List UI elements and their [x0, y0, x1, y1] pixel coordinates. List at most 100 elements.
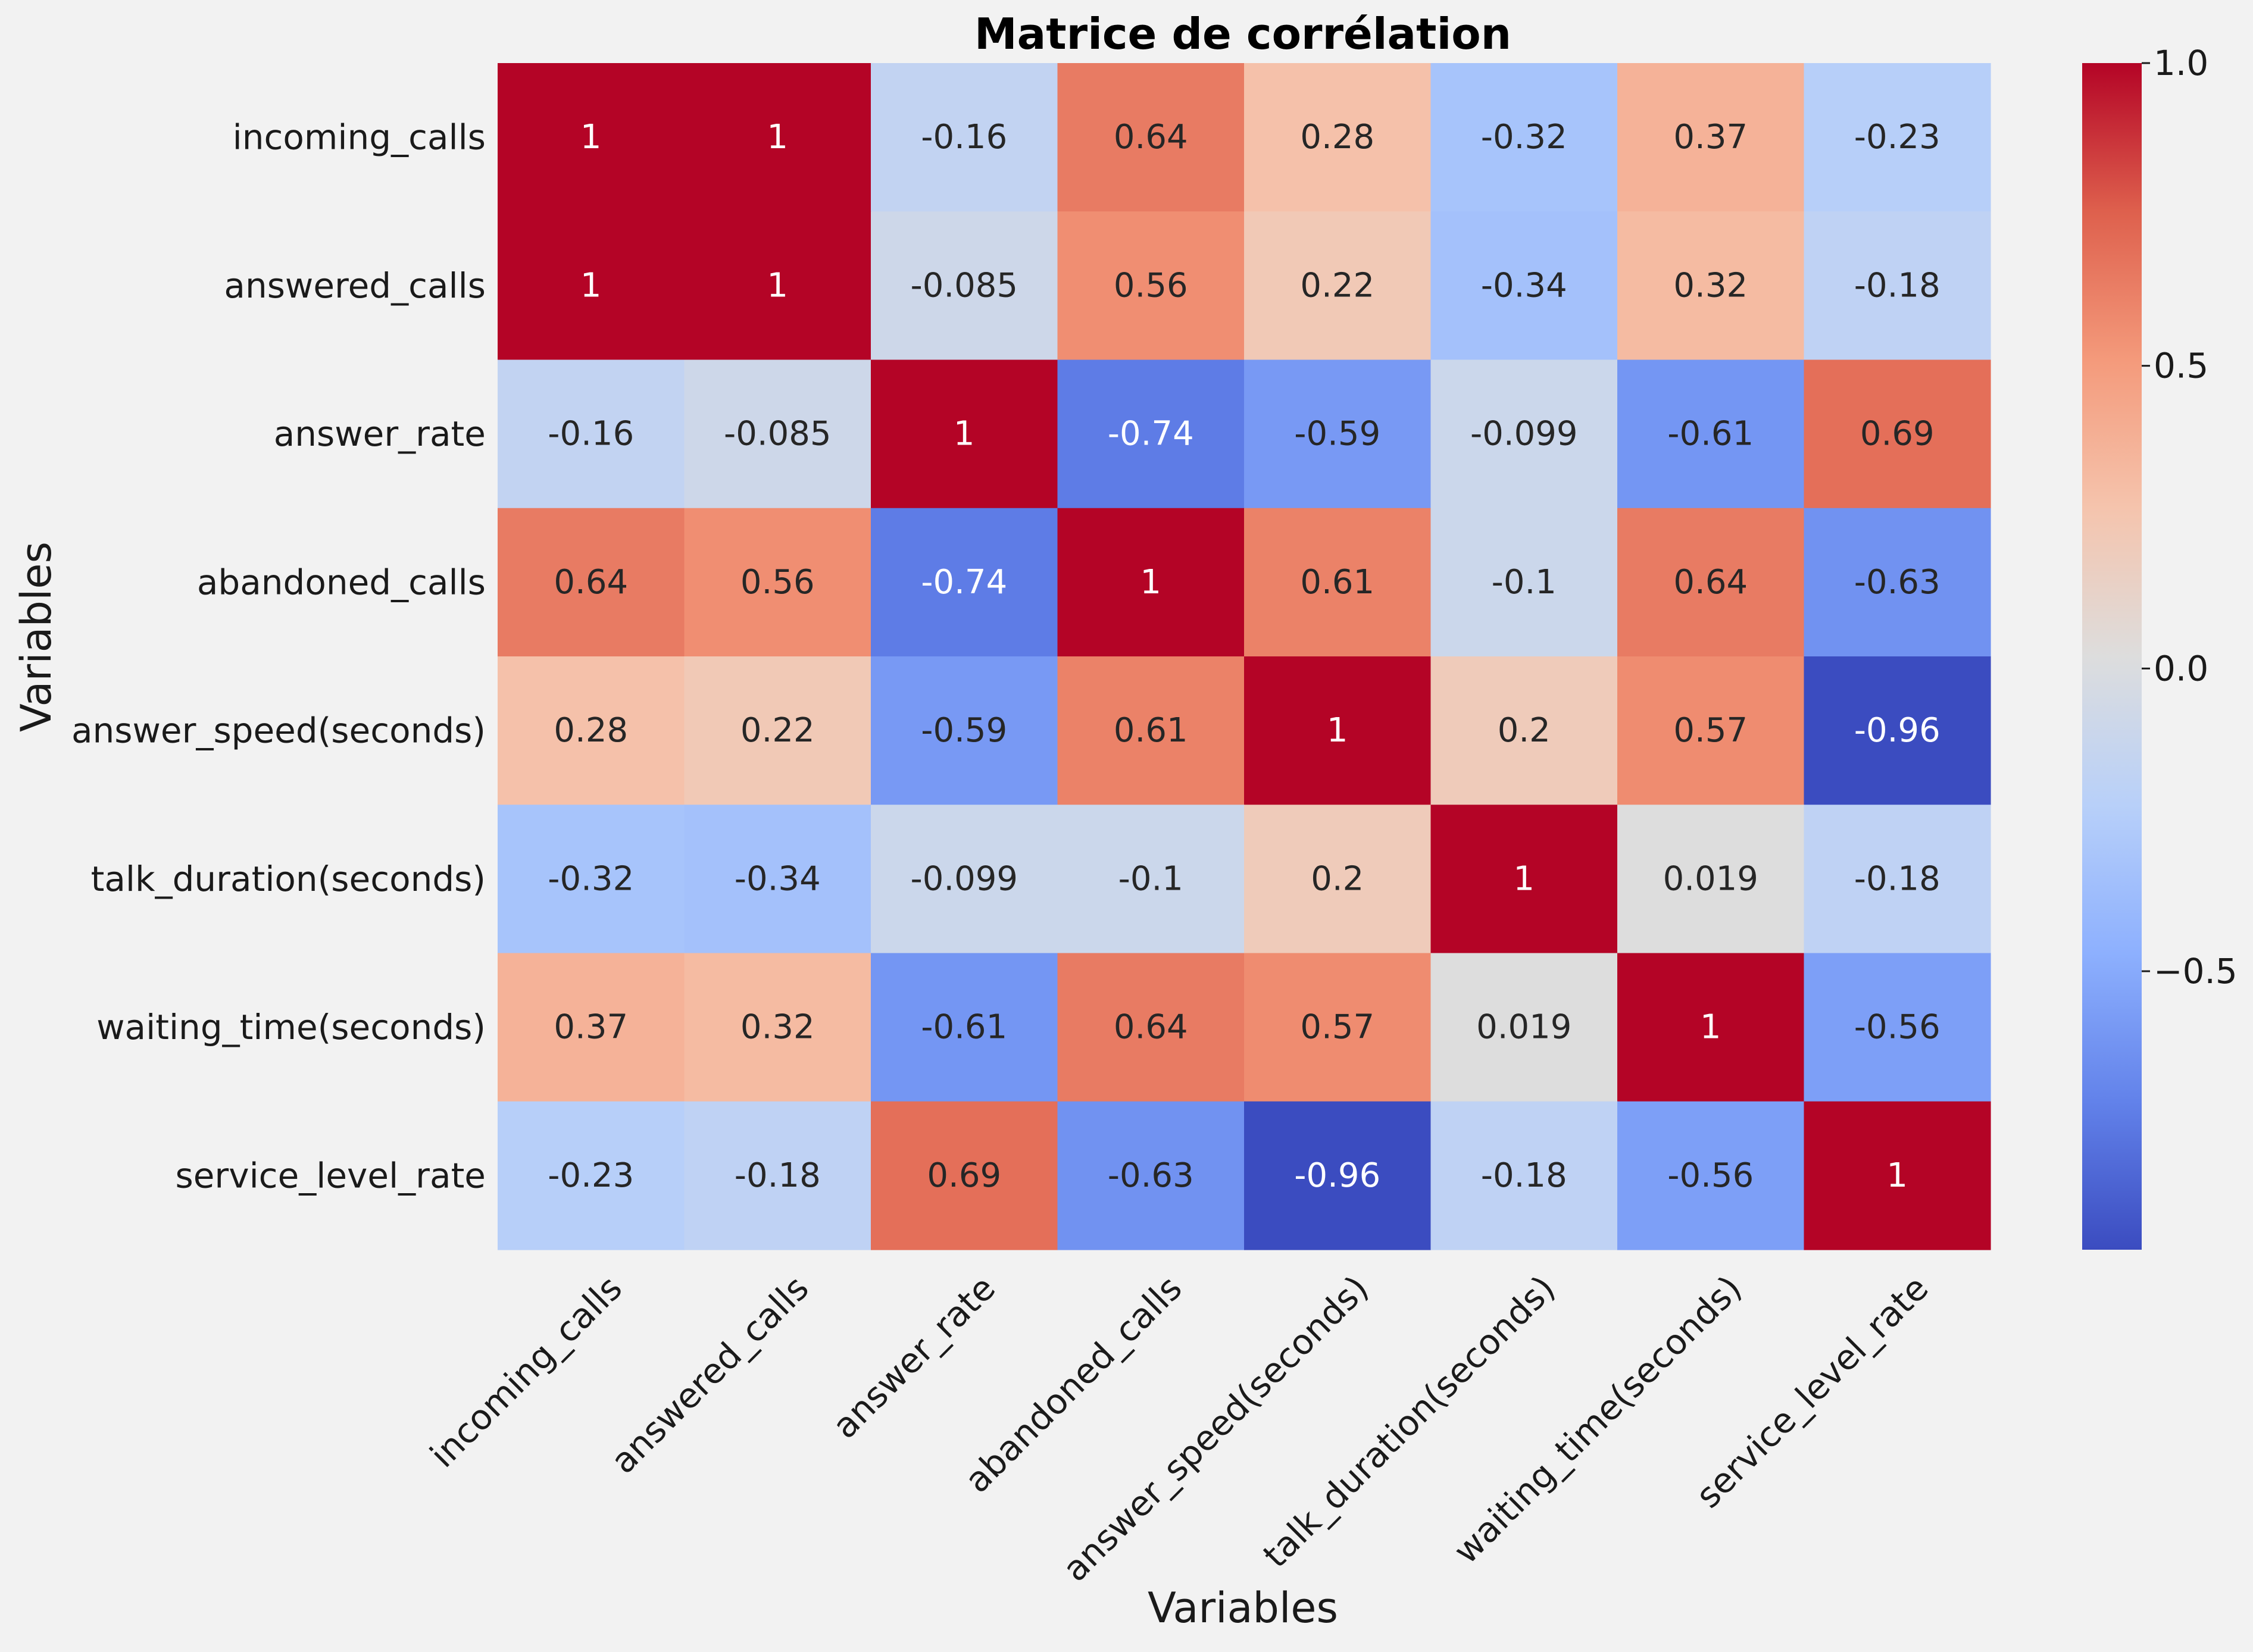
heatmap-cell-label: 1: [580, 118, 602, 157]
heatmap-cell-labels: 1 1 -0.16 0.64 0.28 -0.32 0.37 -0.23 1 1 -0.085 0.5…: [548, 118, 1940, 1195]
heatmap-cell: [1430, 359, 1618, 509]
heatmap-cell: [684, 805, 871, 954]
heatmap-cell: [1057, 1101, 1245, 1250]
heatmap-cell: [498, 211, 685, 361]
heatmap-cell-label: -0.63: [1108, 1156, 1194, 1195]
heatmap-cells: [498, 63, 1991, 1250]
heatmap-cell-label: -0.18: [1481, 1156, 1567, 1195]
heatmap-cell: [871, 359, 1058, 509]
heatmap-cell-label: -0.61: [921, 1008, 1007, 1047]
heatmap-cell-label: -0.63: [1854, 563, 1940, 602]
heatmap-cell: [871, 211, 1058, 361]
y-tick-label: answered_calls: [224, 265, 486, 306]
heatmap-cell-label: -0.61: [1667, 415, 1754, 453]
heatmap-cell: [684, 1101, 871, 1250]
heatmap-cell: [1057, 805, 1245, 954]
heatmap-cell-label: -0.34: [1481, 266, 1567, 305]
heatmap-cell: [1617, 1101, 1805, 1250]
heatmap-cell-label: 0.2: [1498, 711, 1551, 750]
heatmap-cell: [1617, 211, 1805, 361]
y-tick-label: answer_rate: [274, 414, 486, 454]
heatmap-cell: [1804, 508, 1991, 657]
heatmap-cell-label: -0.74: [1108, 415, 1194, 453]
heatmap-cell-label: -0.23: [548, 1156, 634, 1195]
heatmap-cell-label: 0.64: [1114, 118, 1188, 157]
heatmap-cell-label: -0.085: [910, 266, 1018, 305]
colorbar-tick-label: 0.0: [2154, 648, 2208, 689]
heatmap-cell-label: 0.64: [1673, 563, 1748, 602]
heatmap-cell-label: -0.32: [548, 859, 634, 898]
heatmap-cell: [1430, 805, 1618, 954]
y-tick-label: incoming_calls: [233, 117, 486, 158]
heatmap-cell-label: 1: [580, 266, 602, 305]
heatmap-cell: [498, 656, 685, 805]
heatmap-cell: [498, 359, 685, 509]
heatmap-cell: [1804, 805, 1991, 954]
heatmap-cell-label: 1: [1140, 563, 1161, 602]
heatmap-cell: [1430, 63, 1618, 212]
heatmap-cell-label: -0.23: [1854, 118, 1940, 157]
heatmap-cell-label: 0.61: [1114, 711, 1188, 750]
heatmap-cell: [871, 508, 1058, 657]
heatmap-cell-label: 0.22: [740, 711, 815, 750]
heatmap-cell-label: -0.56: [1854, 1008, 1940, 1047]
heatmap-cell: [1057, 953, 1245, 1102]
heatmap-cell: [1244, 359, 1432, 509]
heatmap-cell-label: 1: [767, 266, 788, 305]
heatmap-cell-label: -0.56: [1667, 1156, 1754, 1195]
heatmap-cell-label: -0.099: [1470, 415, 1578, 453]
heatmap-cell-label: -0.74: [921, 563, 1007, 602]
heatmap-cell-label: 0.69: [1860, 415, 1935, 453]
heatmap-cell: [1430, 656, 1618, 805]
y-axis-title: Variables: [12, 542, 61, 732]
heatmap-cell-label: -0.18: [1854, 266, 1940, 305]
heatmap-cell-label: 1: [1327, 711, 1348, 750]
y-tick-label: waiting_time(seconds): [96, 1007, 486, 1047]
chart-title: Matrice de corrélation: [974, 9, 1511, 59]
colorbar-tick-label: 1.0: [2154, 43, 2208, 83]
y-tick-label: answer_speed(seconds): [71, 711, 486, 751]
heatmap-cell: [1057, 63, 1245, 212]
heatmap-cell: [1430, 953, 1618, 1102]
heatmap-cell-label: 0.28: [554, 711, 628, 750]
colorbar-tick-label: −0.5: [2154, 951, 2238, 991]
heatmap-cell: [1617, 805, 1805, 954]
colorbar: [2082, 63, 2142, 1250]
heatmap-cell-label: -0.59: [921, 711, 1007, 750]
heatmap-cell: [1244, 211, 1432, 361]
heatmap-cell-label: -0.1: [1118, 859, 1183, 898]
heatmap-cell: [1057, 359, 1245, 509]
heatmap-cell-label: -0.96: [1854, 711, 1940, 750]
heatmap-cell: [498, 63, 685, 212]
heatmap-cell: [871, 953, 1058, 1102]
heatmap-cell-label: -0.16: [548, 415, 634, 453]
heatmap-cell-label: 0.56: [740, 563, 815, 602]
heatmap-cell: [684, 359, 871, 509]
y-tick-label: talk_duration(seconds): [91, 859, 486, 899]
heatmap-cell: [871, 1101, 1058, 1250]
heatmap-cell-label: 0.57: [1300, 1008, 1374, 1047]
heatmap-cell: [684, 63, 871, 212]
y-tick-label: service_level_rate: [176, 1155, 486, 1196]
heatmap-cell: [498, 953, 685, 1102]
heatmap-cell-label: 0.37: [554, 1008, 628, 1047]
heatmap-cell-label: 0.57: [1673, 711, 1748, 750]
heatmap-cell-label: 1: [1700, 1008, 1721, 1047]
heatmap-cell: [1057, 211, 1245, 361]
heatmap-cell-label: 1: [767, 118, 788, 157]
heatmap-cell-label: 0.61: [1300, 563, 1374, 602]
heatmap-cell-label: -0.32: [1481, 118, 1567, 157]
heatmap-cell: [684, 211, 871, 361]
heatmap-cell: [1804, 953, 1991, 1102]
heatmap-cell: [871, 656, 1058, 805]
heatmap-cell: [1617, 63, 1805, 212]
heatmap-cell-label: 0.64: [554, 563, 628, 602]
heatmap-cell: [1804, 359, 1991, 509]
heatmap-cell-label: 0.019: [1476, 1008, 1571, 1047]
heatmap-cell-label: -0.18: [735, 1156, 821, 1195]
heatmap-cell: [1057, 508, 1245, 657]
heatmap-cell: [1244, 63, 1432, 212]
heatmap-cell-label: 0.2: [1311, 859, 1364, 898]
